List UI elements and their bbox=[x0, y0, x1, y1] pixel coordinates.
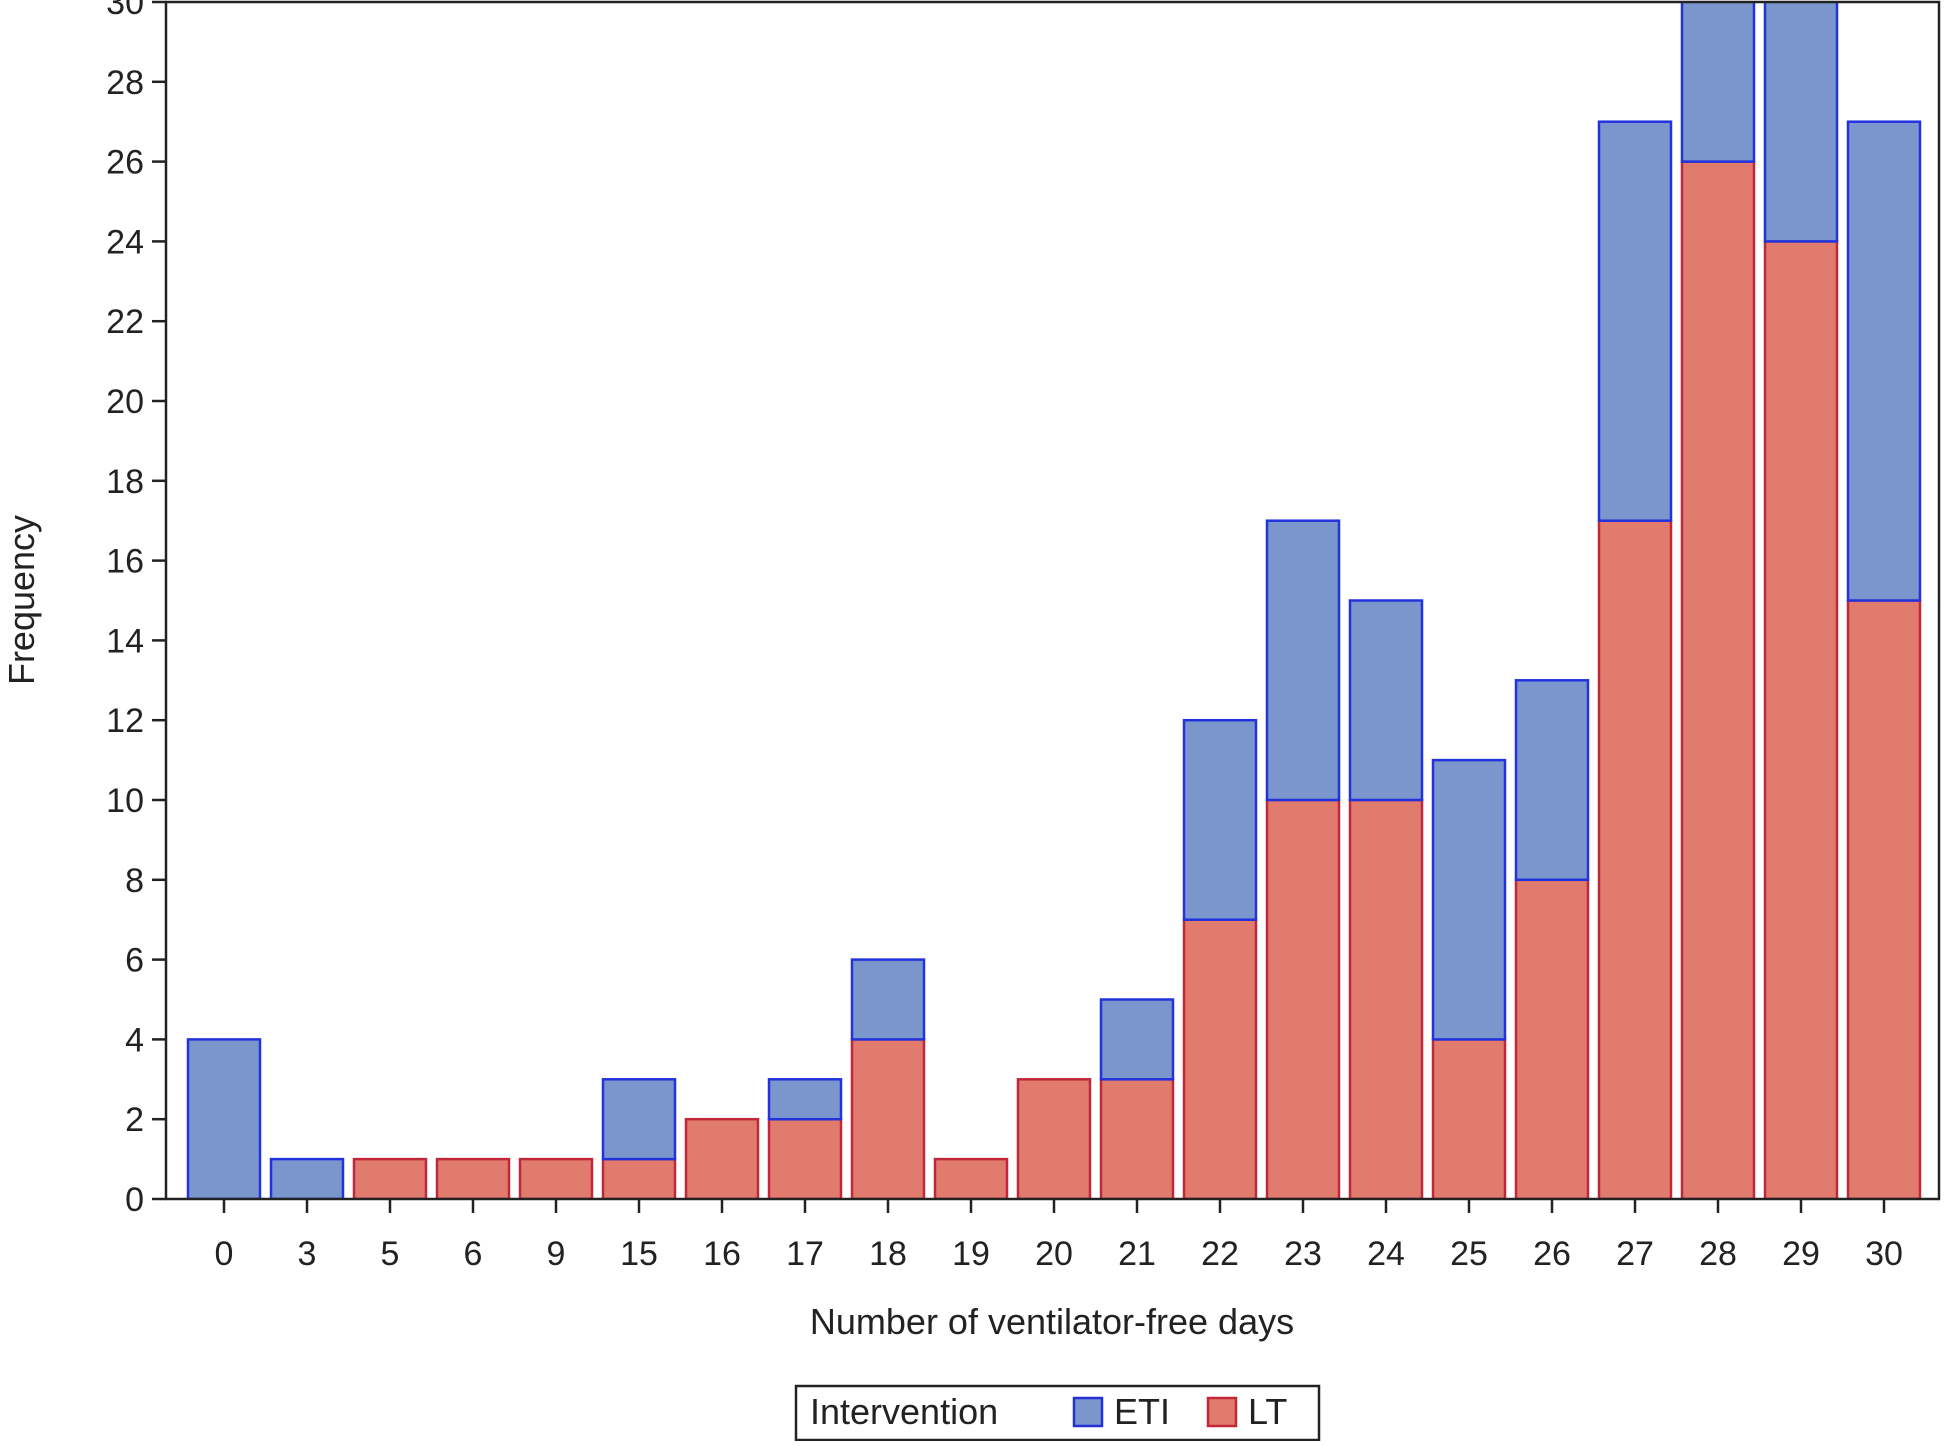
bar-eti-0 bbox=[186, 1038, 262, 1199]
y-tick-label: 30 bbox=[106, 0, 144, 22]
bar-eti-22 bbox=[1182, 718, 1258, 921]
x-axis: 0 3 5 6 9 15 16 17 18 19 20 21 22 23 24 25 26 27 28 29 30 bbox=[215, 1199, 1903, 1273]
y-tick-label: 14 bbox=[106, 622, 144, 660]
bars-layer bbox=[186, 2, 1922, 1199]
bar-lt-28 bbox=[1680, 160, 1756, 1199]
legend-title: Intervention bbox=[810, 1391, 998, 1432]
y-tick-label: 18 bbox=[106, 463, 144, 501]
y-tick-label: 20 bbox=[106, 383, 144, 421]
y-tick-label: 28 bbox=[106, 64, 144, 102]
bar-lt-22 bbox=[1182, 918, 1258, 1199]
bar-eti-23 bbox=[1265, 519, 1341, 802]
x-tick-label: 26 bbox=[1533, 1235, 1571, 1273]
x-tick-label: 20 bbox=[1035, 1235, 1073, 1273]
bar-eti-17 bbox=[767, 1078, 843, 1121]
x-tick-label: 6 bbox=[464, 1235, 483, 1273]
x-tick-label: 25 bbox=[1450, 1235, 1488, 1273]
y-tick-label: 12 bbox=[106, 702, 144, 740]
bar-lt-25 bbox=[1431, 1038, 1507, 1199]
plot-frame bbox=[164, 0, 1941, 1201]
x-tick-label: 29 bbox=[1782, 1235, 1820, 1273]
y-axis-title: Frequency bbox=[1, 515, 42, 685]
bar-lt-21 bbox=[1099, 1078, 1175, 1199]
bar-eti-15 bbox=[601, 1078, 677, 1161]
bar-eti-29 bbox=[1763, 2, 1839, 243]
bar-eti-18 bbox=[850, 958, 926, 1041]
x-axis-title: Number of ventilator-free days bbox=[810, 1301, 1294, 1342]
x-tick-label: 17 bbox=[786, 1235, 824, 1273]
x-tick-label: 9 bbox=[547, 1235, 566, 1273]
bar-eti-28 bbox=[1680, 2, 1756, 163]
legend: Intervention ETI LT bbox=[794, 1384, 1321, 1442]
legend-swatch-eti bbox=[1072, 1396, 1104, 1428]
y-tick-label: 6 bbox=[125, 942, 144, 980]
bar-eti-3 bbox=[269, 1157, 345, 1199]
bar-lt-26 bbox=[1514, 878, 1590, 1199]
y-tick-label: 8 bbox=[125, 862, 144, 900]
bar-lt-18 bbox=[850, 1038, 926, 1199]
y-tick-label: 2 bbox=[125, 1101, 144, 1139]
bar-lt-17 bbox=[767, 1117, 843, 1199]
x-tick-label: 30 bbox=[1865, 1235, 1903, 1273]
x-tick-label: 22 bbox=[1201, 1235, 1239, 1273]
bar-eti-26 bbox=[1514, 679, 1590, 882]
y-tick-label: 24 bbox=[106, 223, 144, 261]
bar-lt-5 bbox=[352, 1157, 428, 1199]
bar-lt-24 bbox=[1348, 798, 1424, 1199]
y-tick-label: 22 bbox=[106, 303, 144, 341]
bar-eti-24 bbox=[1348, 599, 1424, 802]
bar-lt-6 bbox=[435, 1157, 511, 1199]
bar-lt-19 bbox=[933, 1157, 1009, 1199]
bar-lt-16 bbox=[684, 1117, 760, 1199]
y-tick-label: 26 bbox=[106, 144, 144, 182]
bar-lt-15 bbox=[601, 1157, 677, 1199]
bar-lt-30 bbox=[1846, 599, 1922, 1199]
x-tick-label: 15 bbox=[620, 1235, 658, 1273]
x-tick-label: 3 bbox=[298, 1235, 317, 1273]
x-tick-label: 5 bbox=[381, 1235, 400, 1273]
bar-eti-27 bbox=[1597, 120, 1673, 522]
x-tick-label: 27 bbox=[1616, 1235, 1654, 1273]
legend-swatch-lt bbox=[1206, 1396, 1238, 1428]
bar-lt-9 bbox=[518, 1157, 594, 1199]
y-tick-label: 0 bbox=[125, 1181, 144, 1219]
legend-entries: ETI LT bbox=[1072, 1391, 1287, 1432]
x-tick-label: 21 bbox=[1118, 1235, 1156, 1273]
x-tick-label: 28 bbox=[1699, 1235, 1737, 1273]
x-tick-label: 19 bbox=[952, 1235, 990, 1273]
bar-lt-29 bbox=[1763, 240, 1839, 1199]
x-tick-label: 24 bbox=[1367, 1235, 1405, 1273]
bar-eti-21 bbox=[1099, 998, 1175, 1081]
x-tick-label: 16 bbox=[703, 1235, 741, 1273]
x-tick-label: 18 bbox=[869, 1235, 907, 1273]
x-tick-label: 0 bbox=[215, 1235, 234, 1273]
bar-lt-20 bbox=[1016, 1078, 1092, 1199]
y-tick-label: 4 bbox=[125, 1021, 144, 1059]
y-tick-label: 10 bbox=[106, 782, 144, 820]
bar-eti-30 bbox=[1846, 120, 1922, 602]
bar-lt-23 bbox=[1265, 798, 1341, 1199]
x-tick-label: 23 bbox=[1284, 1235, 1322, 1273]
bar-lt-27 bbox=[1597, 519, 1673, 1199]
y-tick-label: 16 bbox=[106, 543, 144, 581]
legend-label-lt: LT bbox=[1248, 1391, 1287, 1432]
bar-eti-25 bbox=[1431, 758, 1507, 1041]
legend-label-eti: ETI bbox=[1114, 1391, 1170, 1432]
